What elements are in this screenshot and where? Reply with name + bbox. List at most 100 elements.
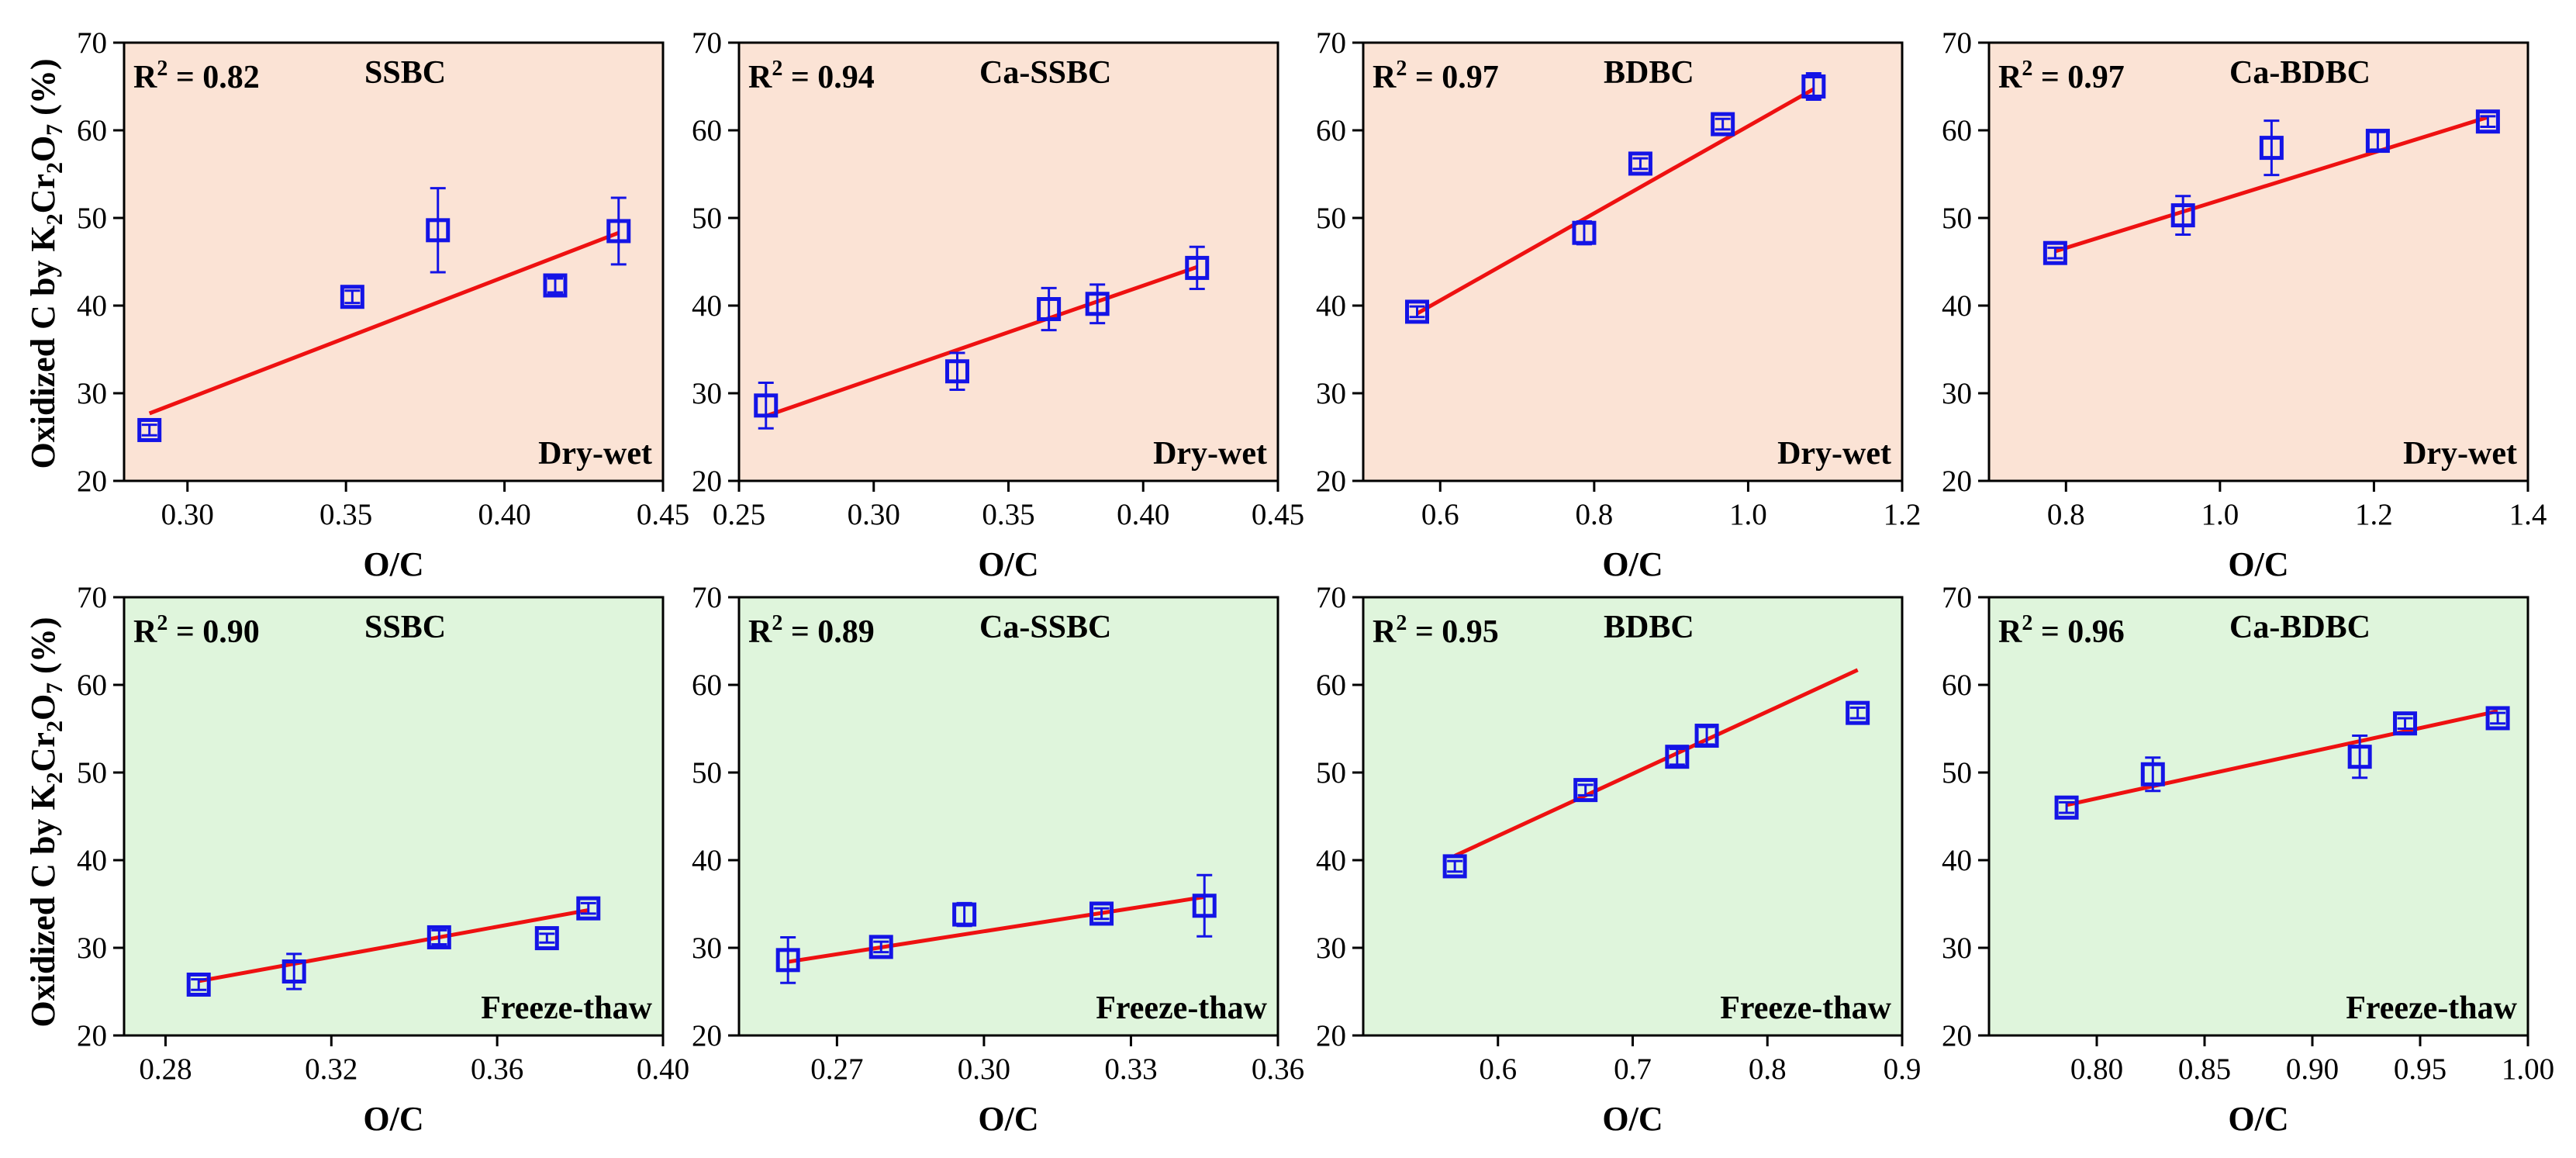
chart-7-point-2 xyxy=(1665,745,1690,769)
chart-4-ytick-label-5: 70 xyxy=(1942,26,1972,60)
chart-3-ytick-label-1: 30 xyxy=(1316,377,1346,410)
chart-1-ytick-label-0: 20 xyxy=(77,465,107,498)
chart-8-r2-label: R2 = 0.96 xyxy=(1998,611,2125,650)
chart-5-ytick-label-0: 20 xyxy=(77,1019,107,1053)
chart-7-panel: 20 30 40 50 60 70 0.6 0.7 0.8 0.9 O/C R2 = 0.95 BDBC… xyxy=(1316,581,1921,1138)
chart-4-point-3 xyxy=(2365,129,2390,154)
chart-2-point-0 xyxy=(754,393,779,418)
chart-8-xtick-label-1: 0.85 xyxy=(2178,1053,2231,1086)
chart-3-fit-line xyxy=(1416,87,1815,316)
chart-4-ytick-label-2: 40 xyxy=(1942,289,1972,323)
chart-5-plot-background xyxy=(124,597,663,1035)
chart-3-point-0 xyxy=(1405,299,1429,324)
chart-6-ytick-label-1: 30 xyxy=(692,932,722,965)
chart-6-xtick-label-3: 0.36 xyxy=(1252,1053,1304,1086)
chart-8-panel: 20 30 40 50 60 70 0.80 0.85 0.90 0.95 1.00 O/C R2 = … xyxy=(1942,581,2554,1138)
chart-5-xtick-label-3: 0.40 xyxy=(637,1053,689,1086)
chart-7-x-axis-title: O/C xyxy=(1602,1100,1663,1138)
chart-2-panel: 20 30 40 50 60 70 0.25 0.30 0.35 0.40 0.45 O/C R2 = … xyxy=(692,26,1304,583)
chart-2-r2-label: R2 = 0.94 xyxy=(748,57,875,95)
chart-6-panel: 20 30 40 50 60 70 0.27 0.30 0.33 0.36 O/C R2 = 0.89… xyxy=(692,581,1304,1138)
chart-8-ytick-label-1: 30 xyxy=(1942,932,1972,965)
chart-2-title: Ca-SSBC xyxy=(979,55,1111,91)
chart-2-ytick-label-0: 20 xyxy=(692,465,722,498)
chart-2-ytick-label-2: 40 xyxy=(692,289,722,323)
chart-1-ytick-label-3: 50 xyxy=(77,202,107,235)
chart-1-point-3 xyxy=(543,273,568,298)
chart-6-ytick-label-0: 20 xyxy=(692,1019,722,1053)
chart-6-title: Ca-SSBC xyxy=(979,610,1111,645)
chart-6-fit-line xyxy=(787,894,1205,964)
chart-7-fit-line xyxy=(1454,668,1859,858)
chart-5-ytick-label-4: 60 xyxy=(77,669,107,702)
chart-6-xtick-label-2: 0.33 xyxy=(1104,1053,1157,1086)
chart-3-plot-background xyxy=(1363,43,1902,481)
panels-group: 20 30 40 50 60 70 0.30 0.35 0.40 0.45 O/C R2 = 0.82… xyxy=(77,26,2554,1138)
chart-5-point-1 xyxy=(281,959,306,984)
chart-8-xtick-label-2: 0.90 xyxy=(2286,1053,2339,1086)
chart-3-ytick-label-5: 70 xyxy=(1316,26,1346,60)
chart-3-xtick-label-0: 0.6 xyxy=(1421,498,1459,531)
chart-5-panel: 20 30 40 50 60 70 0.28 0.32 0.36 0.40 O/C R2 = 0.90… xyxy=(77,581,689,1138)
chart-6-xtick-label-1: 0.30 xyxy=(958,1053,1010,1086)
chart-3-x-axis-title: O/C xyxy=(1602,545,1663,583)
chart-1-xtick-label-1: 0.35 xyxy=(319,498,372,531)
chart-3-point-4 xyxy=(1801,74,1826,99)
chart-1-x-axis-title: O/C xyxy=(363,545,423,583)
chart-1-xtick-label-2: 0.40 xyxy=(478,498,530,531)
chart-7-xtick-label-1: 0.7 xyxy=(1614,1053,1652,1086)
chart-7-point-0 xyxy=(1442,854,1467,879)
chart-7-ytick-label-0: 20 xyxy=(1316,1019,1346,1053)
chart-2-point-2 xyxy=(1037,297,1062,322)
chart-6-ytick-label-3: 50 xyxy=(692,756,722,790)
chart-7-xtick-label-0: 0.6 xyxy=(1479,1053,1517,1086)
chart-1-fit-line xyxy=(148,230,620,416)
chart-2-point-1 xyxy=(944,359,969,384)
chart-5-xtick-label-1: 0.32 xyxy=(305,1053,357,1086)
chart-5-ytick-label-5: 70 xyxy=(77,581,107,614)
chart-1-point-1 xyxy=(340,285,364,309)
chart-7-xtick-label-3: 0.9 xyxy=(1884,1053,1922,1086)
chart-7-condition-label: Freeze-thaw xyxy=(1720,990,1891,1026)
chart-2-point-3 xyxy=(1085,292,1110,316)
chart-4-r2-label: R2 = 0.97 xyxy=(1998,57,2125,95)
chart-2-xtick-label-0: 0.25 xyxy=(713,498,765,531)
chart-1-xtick-label-0: 0.30 xyxy=(161,498,214,531)
chart-2-point-4 xyxy=(1185,255,1210,280)
chart-6-r2-label: R2 = 0.89 xyxy=(748,611,875,650)
chart-8-ytick-label-2: 40 xyxy=(1942,844,1972,877)
chart-4-point-0 xyxy=(2042,240,2067,265)
chart-8-title: Ca-BDBC xyxy=(2229,610,2371,645)
chart-1-ytick-label-2: 40 xyxy=(77,289,107,323)
chart-8-plot-background xyxy=(1989,597,2528,1035)
chart-6-point-2 xyxy=(952,902,977,927)
chart-8-ytick-label-5: 70 xyxy=(1942,581,1972,614)
chart-4-plot-frame xyxy=(1987,41,2529,482)
chart-8-xtick-label-3: 0.95 xyxy=(2394,1053,2447,1086)
chart-1-plot-background xyxy=(124,43,663,481)
chart-4-point-2 xyxy=(2259,136,2284,161)
chart-6-xtick-label-0: 0.27 xyxy=(810,1053,863,1086)
chart-2-fit-line xyxy=(765,264,1198,418)
chart-3-ytick-label-2: 40 xyxy=(1316,289,1346,323)
chart-5-x-axis-title: O/C xyxy=(363,1100,423,1138)
chart-7-ytick-label-4: 60 xyxy=(1316,669,1346,702)
chart-3-xtick-label-3: 1.2 xyxy=(1884,498,1922,531)
chart-2-ytick-label-4: 60 xyxy=(692,114,722,147)
chart-1-title: SSBC xyxy=(364,55,446,91)
chart-3-ytick-label-4: 60 xyxy=(1316,114,1346,147)
chart-8-ytick-label-3: 50 xyxy=(1942,756,1972,790)
chart-8-point-0 xyxy=(2054,795,2079,820)
chart-4-ytick-label-4: 60 xyxy=(1942,114,1972,147)
chart-1-r2-label: R2 = 0.82 xyxy=(133,57,260,95)
chart-8-ytick-label-0: 20 xyxy=(1942,1019,1972,1053)
chart-5-plot-frame xyxy=(123,596,665,1037)
chart-7-ytick-label-2: 40 xyxy=(1316,844,1346,877)
chart-4-panel: 20 30 40 50 60 70 0.8 1.0 1.2 1.4 O/C R2 = 0.97 Ca-B… xyxy=(1942,26,2547,583)
chart-1-panel: 20 30 40 50 60 70 0.30 0.35 0.40 0.45 O/C R2 = 0.82… xyxy=(77,26,689,583)
chart-2-xtick-label-2: 0.35 xyxy=(982,498,1034,531)
chart-6-plot-background xyxy=(739,597,1278,1035)
chart-8-point-1 xyxy=(2140,762,2165,786)
chart-3-point-2 xyxy=(1628,151,1652,176)
chart-1-xtick-label-3: 0.45 xyxy=(637,498,689,531)
